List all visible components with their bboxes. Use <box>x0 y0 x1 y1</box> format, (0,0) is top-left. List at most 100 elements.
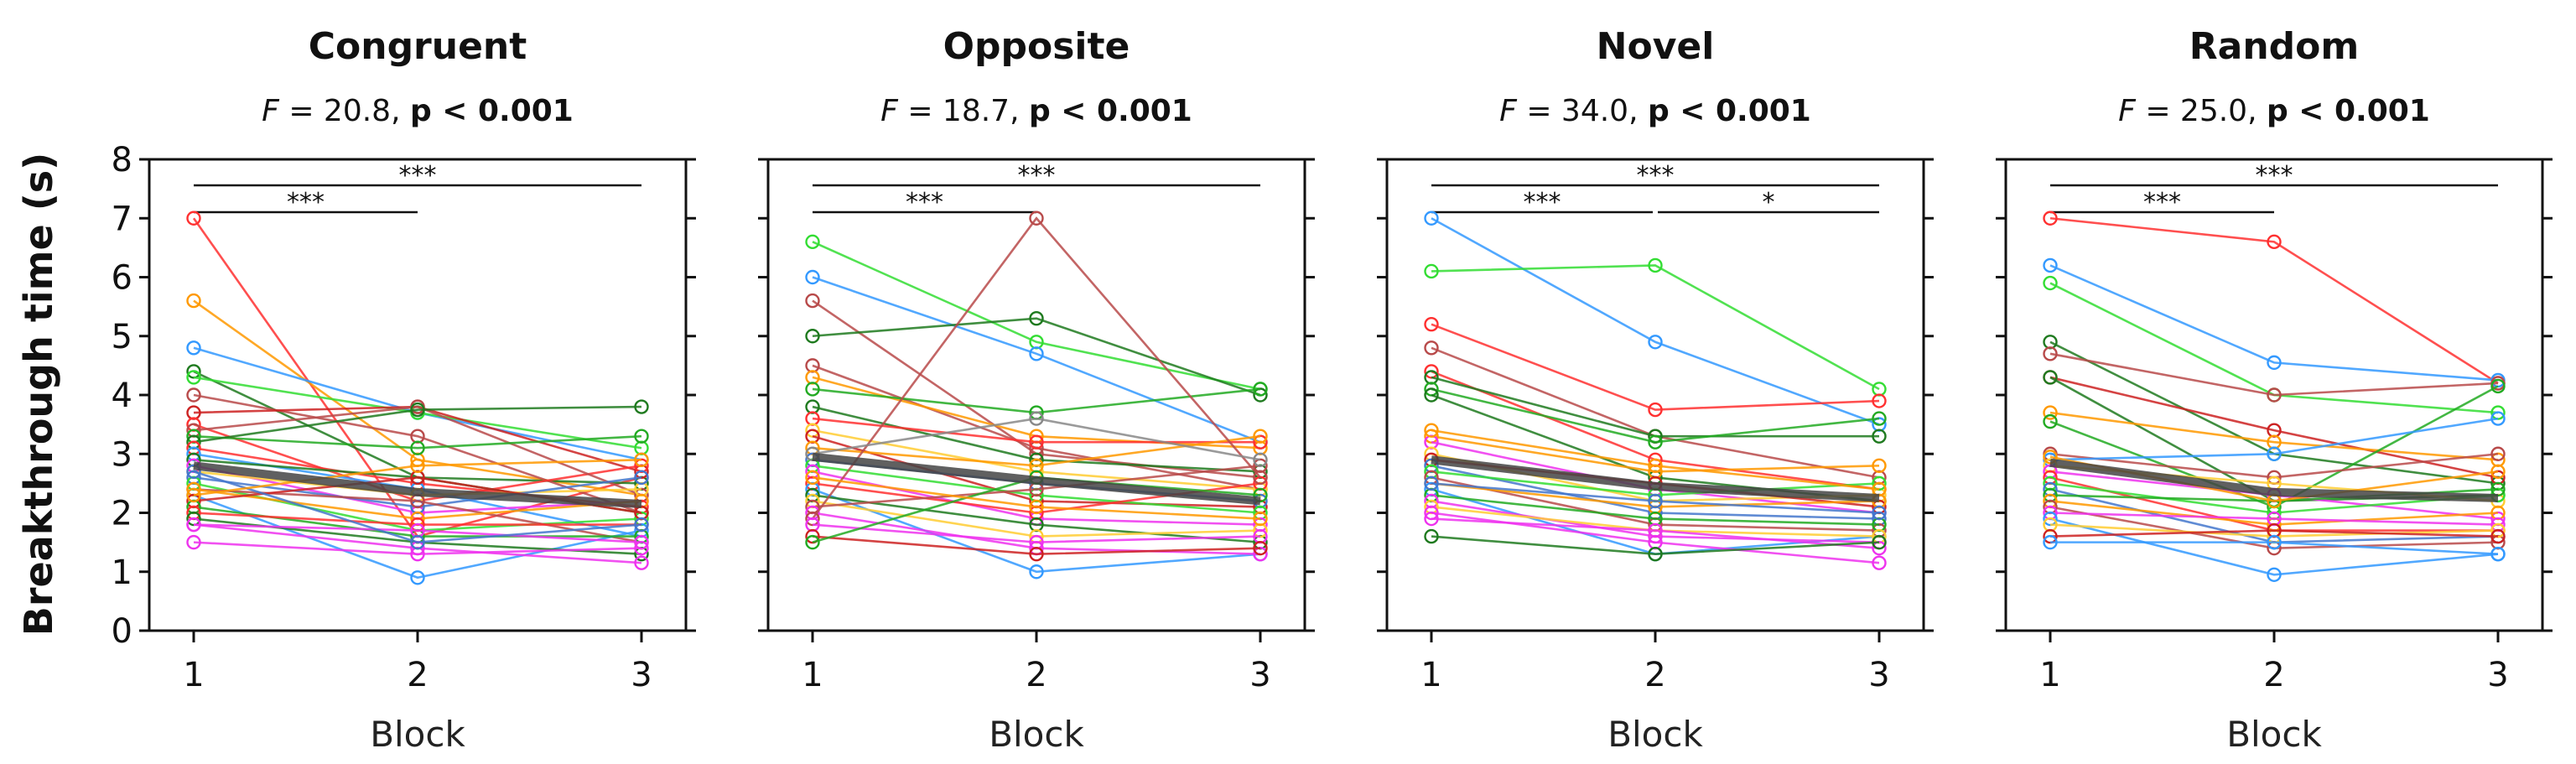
panel-statistic: F = 34.0, p < 0.001 <box>1499 94 1811 128</box>
series-line <box>812 417 1261 461</box>
series-line <box>812 488 1261 574</box>
series-line <box>2049 264 2499 382</box>
series-point <box>1872 458 1887 473</box>
series-point <box>634 470 649 486</box>
y-tick-label: 7 <box>112 200 132 238</box>
series-point <box>2043 405 2058 420</box>
series-point <box>2267 567 2282 582</box>
series-point <box>410 402 425 418</box>
series-point <box>634 517 649 533</box>
x-tick-label: 1 <box>802 656 823 694</box>
p-value: p < 0.001 <box>1648 94 1811 128</box>
significance-label: *** <box>1524 188 1561 217</box>
panel-statistic: F = 25.0, p < 0.001 <box>2118 94 2430 128</box>
series-line <box>1431 387 1880 444</box>
series-point <box>2490 522 2506 538</box>
series-line <box>193 541 642 555</box>
series-line <box>193 405 642 496</box>
series-point <box>186 293 201 309</box>
series-point <box>2267 387 2282 403</box>
series-point <box>1872 411 1887 426</box>
series-point <box>1648 434 1663 450</box>
x-tick-label: 2 <box>2263 656 2284 694</box>
series-point <box>1648 493 1663 509</box>
f-label: F <box>2118 94 2137 128</box>
f-value: = 18.7, <box>898 94 1029 128</box>
series-line <box>812 317 1261 397</box>
y-tick-label: 4 <box>112 377 132 415</box>
series-point <box>805 534 820 550</box>
series-point <box>2490 528 2506 544</box>
series-point <box>2043 370 2058 385</box>
series-line <box>193 470 642 543</box>
significance-label: *** <box>399 161 437 190</box>
x-tick-label: 2 <box>1644 656 1665 694</box>
series-line <box>2049 352 2499 397</box>
series-point <box>634 399 649 414</box>
series-line <box>1431 517 1880 549</box>
series-point <box>186 487 201 503</box>
panel-title: Random <box>2189 25 2359 68</box>
panel-title: Opposite <box>943 25 1130 68</box>
y-tick-label: 8 <box>112 141 132 179</box>
significance-label: *** <box>2143 188 2181 217</box>
series-point <box>1029 411 1044 426</box>
significance-label: *** <box>906 188 943 217</box>
x-tick-label: 3 <box>2487 656 2508 694</box>
panel-1: Opposite F = 18.7, p < 0.001 1 2 3 Block *** **… <box>758 25 1315 755</box>
series-point <box>1424 423 1439 438</box>
panel-3: Random F = 25.0, p < 0.001 1 2 3 Block *** *** <box>1996 25 2553 755</box>
series-line <box>193 405 642 444</box>
series-point <box>1424 340 1439 356</box>
series-point <box>805 269 820 285</box>
series-point <box>1253 434 1268 450</box>
series-point <box>2490 446 2506 461</box>
significance-label: *** <box>2256 161 2293 190</box>
x-tick-label: 2 <box>1026 656 1046 694</box>
series-point <box>410 440 425 455</box>
f-label: F <box>1499 94 1518 128</box>
panel-title: Novel <box>1597 25 1715 68</box>
panel-title: Congruent <box>309 25 527 68</box>
series-line <box>1431 482 1880 514</box>
series-point <box>2043 534 2058 550</box>
series-point <box>1253 382 1268 397</box>
series-line <box>193 458 642 496</box>
series-line <box>2049 216 2499 385</box>
panels-container: Congruent F = 20.8, p < 0.001 0 1 2 3 4 5 6 7 8 1 2 3… <box>112 25 2553 755</box>
series-point <box>1648 522 1663 538</box>
series-point <box>634 429 649 444</box>
series-point <box>805 293 820 309</box>
panel-statistic: F = 18.7, p < 0.001 <box>880 94 1192 128</box>
series-point <box>1424 511 1439 527</box>
y-tick-label: 3 <box>112 435 132 474</box>
series-point <box>1872 505 1887 521</box>
series-point <box>186 210 201 226</box>
series-point <box>1648 458 1663 473</box>
y-tick-label: 5 <box>112 318 132 356</box>
series-line <box>812 523 1261 543</box>
y-tick-label: 6 <box>112 259 132 298</box>
x-tick-label: 3 <box>1868 656 1889 694</box>
series-line <box>1431 323 1880 411</box>
x-axis-label: Block <box>1607 714 1703 755</box>
series-point <box>634 452 649 467</box>
x-axis-label: Block <box>989 714 1084 755</box>
series-line <box>2049 411 2499 461</box>
y-tick-label: 2 <box>112 495 132 533</box>
series-point <box>1029 434 1044 450</box>
series-point <box>186 387 201 403</box>
series-line <box>1431 346 1880 479</box>
series-point <box>1253 470 1268 486</box>
significance-label: *** <box>1018 161 1056 190</box>
series-point <box>1253 387 1268 403</box>
x-tick-label: 1 <box>1420 656 1441 694</box>
x-tick-label: 3 <box>631 656 652 694</box>
series-line <box>193 523 642 543</box>
series-point <box>1872 476 1887 491</box>
series-line <box>1431 376 1879 438</box>
series-point <box>805 234 820 250</box>
series-point <box>1424 387 1439 403</box>
f-value: = 20.8, <box>279 94 410 128</box>
panel-statistic: F = 20.8, p < 0.001 <box>262 94 574 128</box>
